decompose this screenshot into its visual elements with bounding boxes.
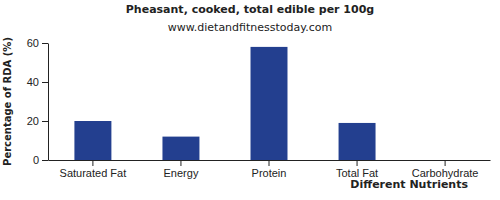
y-axis-line bbox=[48, 44, 49, 161]
x-tick-label: Total Fat bbox=[336, 167, 378, 179]
x-tick-label: Energy bbox=[164, 167, 199, 179]
x-tick: Protein bbox=[252, 160, 287, 179]
x-tick-label: Carbohydrate bbox=[412, 167, 479, 179]
x-tick-mark bbox=[445, 160, 446, 166]
bar bbox=[74, 121, 111, 160]
y-tick: 60 bbox=[27, 37, 48, 49]
y-axis-title: Percentage of RDA (%) bbox=[2, 37, 13, 166]
y-tick: 40 bbox=[27, 76, 48, 88]
x-tick: Total Fat bbox=[336, 160, 378, 179]
bar bbox=[162, 137, 199, 160]
x-tick: Saturated Fat bbox=[60, 160, 127, 179]
y-tick-label: 60 bbox=[27, 37, 39, 49]
chart: 0 20 40 60 Saturated Fat Energy Protein Total F… bbox=[0, 0, 500, 200]
y-tick-mark bbox=[42, 160, 48, 161]
y-axis: 0 20 40 60 bbox=[27, 37, 49, 166]
y-tick-mark bbox=[42, 43, 48, 44]
y-tick-label: 40 bbox=[27, 76, 39, 88]
x-axis-title: Different Nutrients bbox=[350, 178, 468, 191]
bar bbox=[427, 160, 464, 161]
x-tick: Energy bbox=[164, 160, 199, 179]
x-tick-label: Saturated Fat bbox=[60, 167, 127, 179]
x-tick-mark bbox=[269, 160, 270, 166]
y-tick-label: 20 bbox=[27, 115, 39, 127]
x-tick-mark bbox=[180, 160, 181, 166]
y-tick-mark bbox=[42, 121, 48, 122]
title: Pheasant, cooked, total edible per 100g bbox=[126, 3, 374, 16]
x-tick: Carbohydrate bbox=[412, 160, 479, 179]
bar bbox=[339, 123, 376, 160]
y-tick: 0 bbox=[33, 154, 48, 166]
plot: 0 20 40 60 Saturated Fat Energy Protein Total F… bbox=[27, 37, 491, 179]
bar bbox=[251, 47, 288, 160]
y-tick-mark bbox=[42, 82, 48, 83]
subtitle: www.dietandfitnesstoday.com bbox=[168, 21, 332, 34]
x-tick-mark bbox=[92, 160, 93, 166]
x-tick-label: Protein bbox=[252, 167, 287, 179]
bars bbox=[74, 47, 375, 160]
x-tick-mark bbox=[357, 160, 358, 166]
y-tick: 20 bbox=[27, 115, 48, 127]
x-axis: Saturated Fat Energy Protein Total Fat Carbo… bbox=[49, 160, 491, 179]
y-tick-label: 0 bbox=[33, 154, 39, 166]
